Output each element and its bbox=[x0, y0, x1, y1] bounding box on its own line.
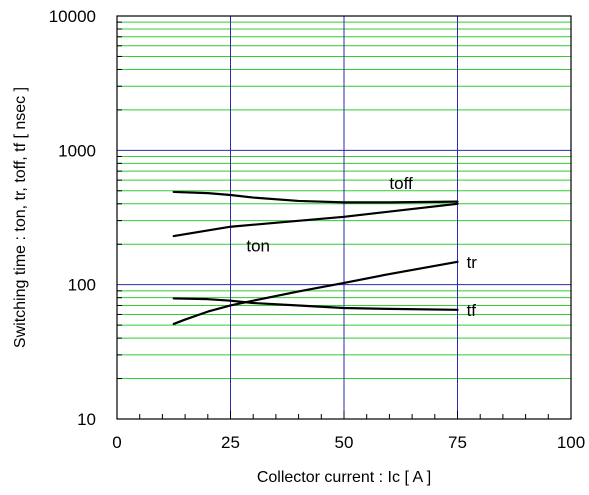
series-tr-line bbox=[172, 260, 459, 326]
x-axis-label: Collector current : Ic [ A ] bbox=[257, 469, 431, 486]
x-tick-label: 100 bbox=[557, 433, 585, 452]
y-tick-label: 100 bbox=[68, 276, 96, 295]
series-lines bbox=[172, 190, 459, 326]
x-tick-label: 75 bbox=[448, 433, 467, 452]
tick-labels: 0 25 50 75 100 10 100 1000 10000 bbox=[49, 7, 585, 452]
series-tf-line bbox=[172, 297, 459, 311]
series-toff-line bbox=[172, 190, 459, 204]
y-tick-label: 1000 bbox=[58, 141, 96, 160]
y-tick-label: 10 bbox=[77, 410, 96, 429]
axis-ticks bbox=[117, 21, 549, 419]
curve-label-ton: ton bbox=[246, 237, 270, 256]
series-ton-line bbox=[172, 202, 459, 238]
x-tick-label: 50 bbox=[335, 433, 354, 452]
curve-label-toff: toff bbox=[389, 174, 413, 193]
curve-labels: toff ton tr tf bbox=[246, 174, 477, 320]
curve-label-tf: tf bbox=[467, 301, 477, 320]
x-tick-label: 25 bbox=[221, 433, 240, 452]
curve-label-tr: tr bbox=[467, 253, 478, 272]
y-axis-label: Switching time : ton, tr, toff, tf [ nse… bbox=[12, 87, 29, 348]
y-tick-label: 10000 bbox=[49, 7, 96, 26]
major-gridlines bbox=[117, 16, 571, 419]
x-tick-label: 0 bbox=[112, 433, 121, 452]
